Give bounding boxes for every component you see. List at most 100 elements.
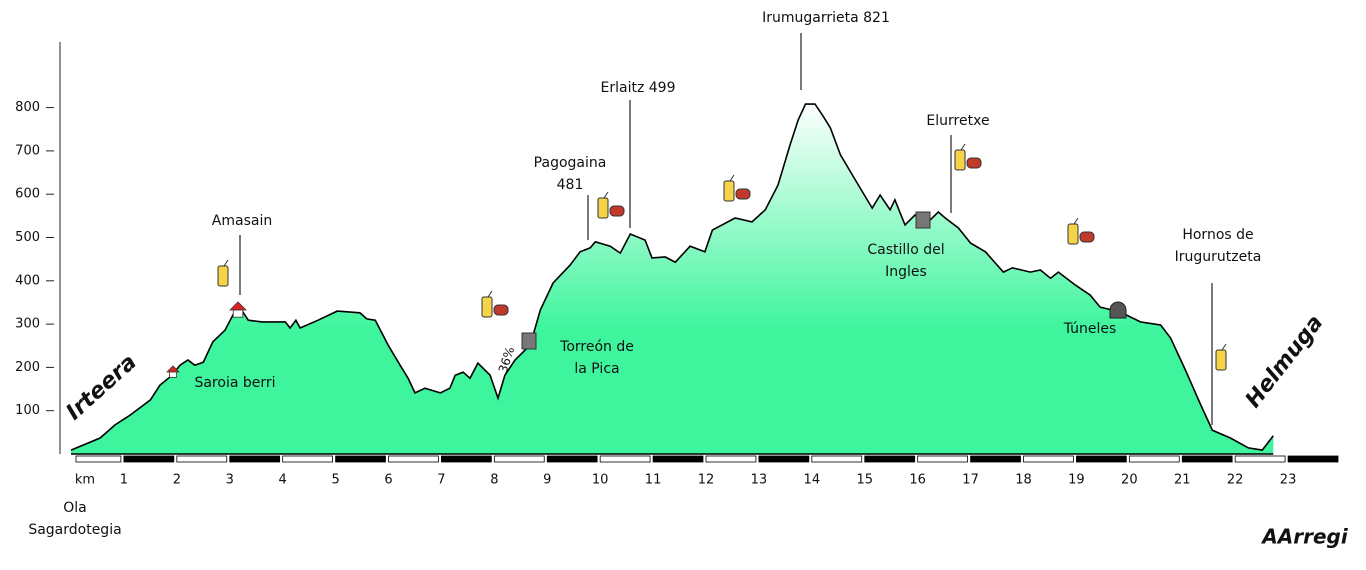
- annotation: Túneles: [1063, 321, 1117, 337]
- elevation-line: [70, 103, 1274, 451]
- drink-icon: [217, 265, 229, 287]
- scale-segment: [599, 455, 651, 463]
- annotation: 481: [557, 177, 584, 193]
- scale-segment: [282, 455, 333, 463]
- drink-icon: [597, 197, 609, 219]
- start-tag: Irteera: [62, 350, 142, 426]
- scale-segment: [970, 455, 1021, 463]
- scale-segment: [917, 455, 968, 463]
- burger-icon: [735, 188, 751, 200]
- annotation: Elurretxe: [926, 113, 989, 129]
- castle-icon: [915, 211, 931, 229]
- x-tick-label: 20: [1121, 473, 1138, 488]
- burger-icon: [493, 304, 509, 316]
- burger-icon: [609, 205, 625, 217]
- scale-segment: [176, 455, 228, 463]
- straw: [729, 174, 735, 182]
- scale-segment: [546, 455, 598, 463]
- annotation: Irugurutzeta: [1175, 249, 1262, 265]
- x-tick-label: 14: [804, 473, 821, 488]
- elevation-area: [71, 104, 1274, 454]
- drink-icon: [723, 180, 735, 202]
- annotation: Erlaitz 499: [601, 80, 676, 96]
- x-tick-label: 2: [173, 473, 181, 488]
- x-tick-label: 3: [226, 473, 234, 488]
- x-tick-label: 22: [1227, 473, 1244, 488]
- straw: [487, 290, 493, 298]
- x-tick-label: 13: [751, 473, 768, 488]
- x-tick-label: 7: [437, 473, 445, 488]
- x-tick-label: 9: [543, 473, 551, 488]
- straw: [603, 191, 609, 199]
- tunnel-icon: [1109, 301, 1127, 319]
- signature: AArregi: [1260, 525, 1349, 549]
- y-tick-label: 700: [15, 143, 40, 158]
- straw: [223, 259, 229, 267]
- scale-segment: [652, 455, 704, 463]
- scale-segment: [123, 455, 175, 463]
- castle-icon: [521, 332, 537, 350]
- x-tick-label: 5: [331, 473, 339, 488]
- x-tick-label: 18: [1015, 473, 1032, 488]
- x-tick-label: 23: [1280, 473, 1297, 488]
- scale-segment: [1076, 455, 1127, 463]
- scale-segment: [705, 455, 757, 463]
- start-label: Sagardotegia: [28, 522, 121, 538]
- x-tick-label: 4: [279, 473, 287, 488]
- scale-segment: [758, 455, 810, 463]
- scale-segment: [1181, 455, 1233, 463]
- annotation: Castillo del: [867, 242, 944, 258]
- x-tick-label: 11: [645, 473, 662, 488]
- end-tag: Helmuga: [1241, 311, 1328, 413]
- scale-segment: [811, 455, 863, 463]
- x-axis-label: km: [75, 473, 95, 488]
- annotation: Pagogaina: [534, 155, 607, 171]
- y-tick-label: 600: [15, 187, 40, 202]
- scale-segment: [1287, 455, 1339, 463]
- y-tick-label: 300: [15, 317, 40, 332]
- straw: [1221, 343, 1227, 351]
- scale-segment: [493, 455, 545, 463]
- y-tick-label: 800: [15, 100, 40, 115]
- drink-icon: [954, 149, 966, 171]
- drink-icon: [1215, 349, 1227, 371]
- scale-segment: [441, 455, 492, 463]
- drink-icon: [481, 296, 493, 318]
- straw: [960, 143, 966, 151]
- y-tick-label: 200: [15, 360, 40, 375]
- x-tick-label: 19: [1068, 473, 1085, 488]
- y-tick-label: 400: [15, 273, 40, 288]
- annotation: Irumugarrieta 821: [762, 10, 890, 26]
- x-tick-label: 8: [490, 473, 498, 488]
- house-roof: [229, 301, 247, 311]
- scale-segment: [229, 455, 281, 463]
- burger-icon: [1079, 231, 1095, 243]
- y-tick-label: 100: [15, 403, 40, 418]
- annotation: Amasain: [212, 213, 272, 229]
- x-tick-label: 10: [592, 473, 609, 488]
- x-tick-label: 1: [120, 473, 128, 488]
- straw: [1073, 217, 1079, 225]
- house-body: [168, 371, 177, 378]
- annotation: Ingles: [885, 264, 927, 280]
- scale-segment: [335, 455, 386, 463]
- x-tick-label: 17: [962, 473, 979, 488]
- annotation: la Pica: [574, 361, 619, 377]
- start-label: Ola: [63, 500, 87, 516]
- x-tick-label: 6: [384, 473, 392, 488]
- x-tick-label: 12: [698, 473, 715, 488]
- annotation: Hornos de: [1182, 227, 1253, 243]
- scale-segment: [1128, 455, 1180, 463]
- annotation: Torreón de: [559, 339, 634, 355]
- x-tick-label: 15: [856, 473, 873, 488]
- scale-segment: [1023, 455, 1074, 463]
- house-body: [232, 309, 244, 318]
- scale-segment: [75, 455, 122, 463]
- burger-icon: [966, 157, 982, 169]
- x-tick-label: 16: [909, 473, 926, 488]
- y-tick-label: 500: [15, 230, 40, 245]
- x-tick-label: 21: [1174, 473, 1191, 488]
- drink-icon: [1067, 223, 1079, 245]
- scale-segment: [1234, 455, 1286, 463]
